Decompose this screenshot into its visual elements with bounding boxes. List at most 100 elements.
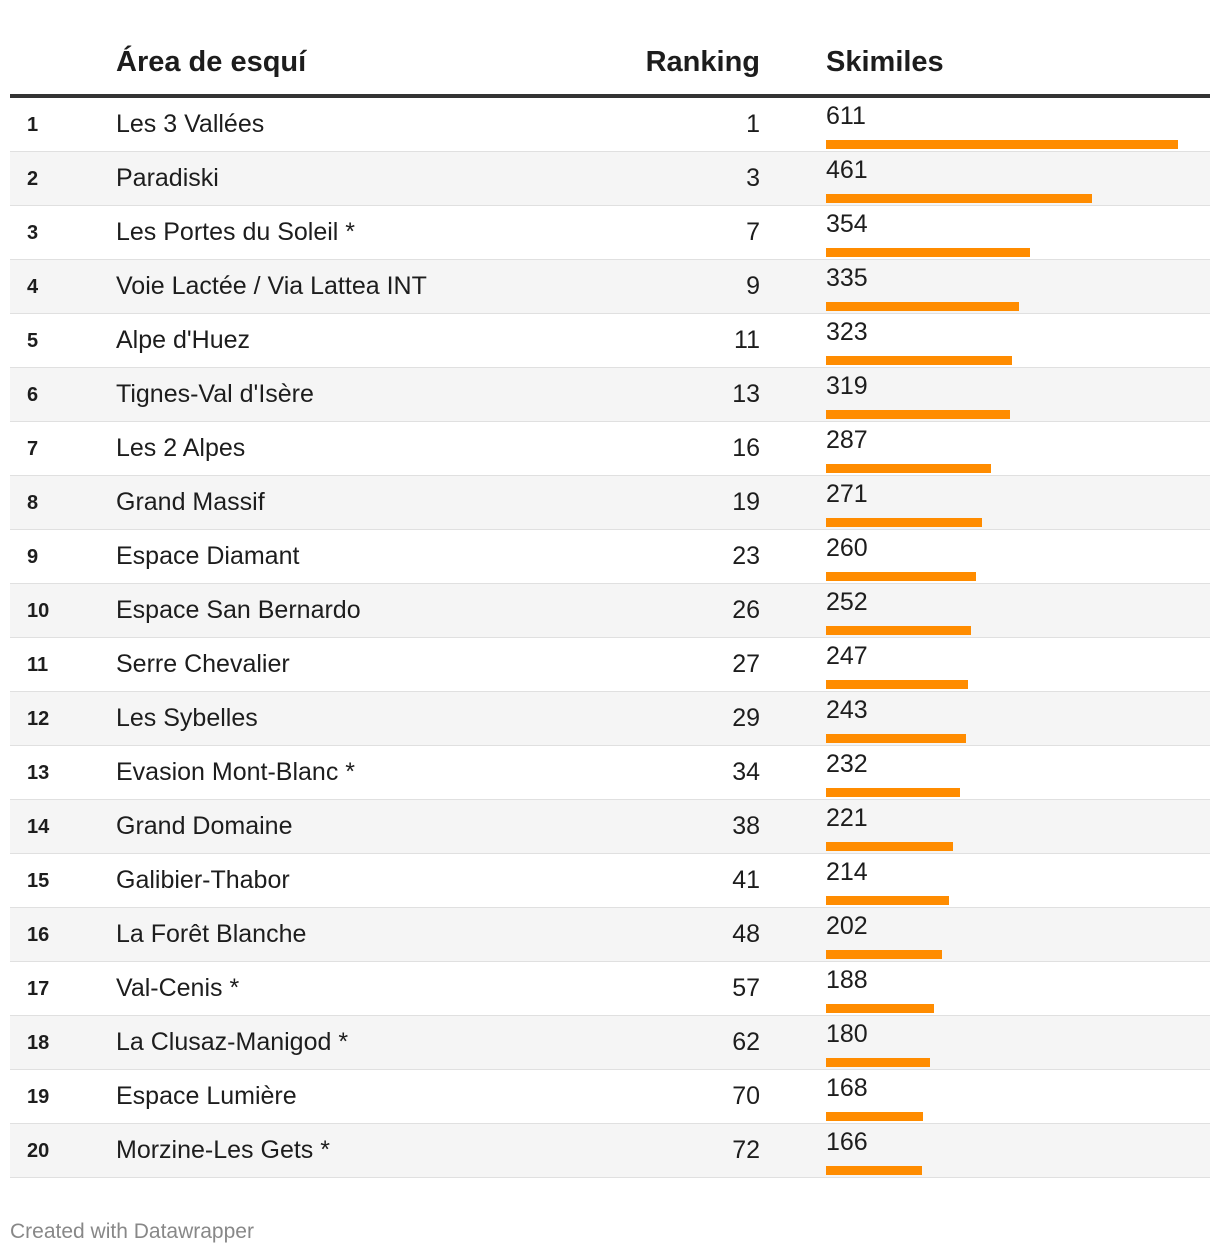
row-index: 5 <box>27 330 39 352</box>
row-skimiles-value: 202 <box>826 912 868 940</box>
skimiles-bar <box>826 248 1030 257</box>
row-area-name: Tignes-Val d'Isère <box>116 380 314 408</box>
row-index: 6 <box>27 384 39 406</box>
header-skimiles[interactable]: Skimiles <box>826 46 944 78</box>
row-ranking: 57 <box>732 974 760 1002</box>
table-row: 13 Evasion Mont-Blanc * 34 232 <box>10 746 1210 800</box>
row-skimiles-value: 287 <box>826 426 868 454</box>
table-row: 15 Galibier-Thabor 41 214 <box>10 854 1210 908</box>
row-index: 18 <box>27 1032 50 1054</box>
row-index: 1 <box>27 114 39 136</box>
row-index: 3 <box>27 222 39 244</box>
table-row: 7 Les 2 Alpes 16 287 <box>10 422 1210 476</box>
skimiles-bar <box>826 194 1092 203</box>
row-area-name: Espace Diamant <box>116 542 300 570</box>
skimiles-bar <box>826 410 1010 419</box>
row-area-name: Val-Cenis * <box>116 974 240 1002</box>
row-skimiles-value: 335 <box>826 264 868 292</box>
header-area[interactable]: Área de esquí <box>116 46 307 78</box>
row-skimiles-value: 221 <box>826 804 868 832</box>
table-row: 18 La Clusaz-Manigod * 62 180 <box>10 1016 1210 1070</box>
table-row: 20 Morzine-Les Gets * 72 166 <box>10 1124 1210 1178</box>
row-index: 14 <box>27 816 50 838</box>
row-area-name: Galibier-Thabor <box>116 866 290 894</box>
skimiles-bar <box>826 1166 922 1175</box>
skimiles-bar <box>826 464 991 473</box>
row-skimiles-value: 247 <box>826 642 868 670</box>
row-area-name: Les 2 Alpes <box>116 434 246 462</box>
row-index: 12 <box>27 708 50 730</box>
row-skimiles-value: 168 <box>826 1074 868 1102</box>
row-ranking: 62 <box>732 1028 760 1056</box>
row-skimiles-value: 188 <box>826 966 868 994</box>
row-index: 17 <box>27 978 50 1000</box>
table-row: 5 Alpe d'Huez 11 323 <box>10 314 1210 368</box>
row-ranking: 19 <box>732 488 760 516</box>
table-header: Área de esquí Ranking Skimiles <box>10 36 1210 98</box>
skimiles-bar <box>826 140 1178 149</box>
skimiles-bar <box>826 680 968 689</box>
row-area-name: Espace Lumière <box>116 1082 297 1110</box>
skimiles-bar <box>826 518 982 527</box>
row-area-name: Serre Chevalier <box>116 650 290 678</box>
row-ranking: 3 <box>746 164 760 192</box>
row-skimiles-value: 243 <box>826 696 868 724</box>
row-skimiles-value: 461 <box>826 156 868 184</box>
table-row: 3 Les Portes du Soleil * 7 354 <box>10 206 1210 260</box>
skimiles-bar <box>826 734 966 743</box>
row-index: 11 <box>27 654 49 676</box>
row-area-name: Les Portes du Soleil * <box>116 218 356 246</box>
row-skimiles-value: 214 <box>826 858 868 886</box>
footer-credit: Created with Datawrapper <box>10 1220 254 1243</box>
row-ranking: 9 <box>746 272 760 300</box>
table-row: 6 Tignes-Val d'Isère 13 319 <box>10 368 1210 422</box>
row-index: 19 <box>27 1086 50 1108</box>
table-row: 10 Espace San Bernardo 26 252 <box>10 584 1210 638</box>
row-ranking: 38 <box>732 812 760 840</box>
row-skimiles-value: 252 <box>826 588 868 616</box>
row-skimiles-value: 180 <box>826 1020 868 1048</box>
row-area-name: La Clusaz-Manigod * <box>116 1028 349 1056</box>
skimiles-bar <box>826 302 1019 311</box>
table-row: 8 Grand Massif 19 271 <box>10 476 1210 530</box>
skimiles-bar <box>826 842 953 851</box>
row-index: 2 <box>27 168 39 190</box>
row-ranking: 29 <box>732 704 760 732</box>
table-row: 12 Les Sybelles 29 243 <box>10 692 1210 746</box>
row-area-name: Evasion Mont-Blanc * <box>116 758 356 786</box>
table-row: 14 Grand Domaine 38 221 <box>10 800 1210 854</box>
row-ranking: 48 <box>732 920 760 948</box>
row-index: 10 <box>27 600 50 622</box>
skimiles-bar <box>826 572 976 581</box>
row-skimiles-value: 271 <box>826 480 868 508</box>
row-index: 16 <box>27 924 50 946</box>
table-body: 1 Les 3 Vallées 1 611 2 Paradiski 3 461 3 Les Por… <box>10 98 1210 1178</box>
header-ranking[interactable]: Ranking <box>645 46 760 78</box>
row-ranking: 11 <box>734 326 760 354</box>
table-row: 11 Serre Chevalier 27 247 <box>10 638 1210 692</box>
row-area-name: Paradiski <box>116 164 219 192</box>
row-area-name: Voie Lactée / Via Lattea INT <box>116 272 427 300</box>
table-row: 4 Voie Lactée / Via Lattea INT 9 335 <box>10 260 1210 314</box>
row-index: 7 <box>27 438 39 460</box>
row-index: 15 <box>27 870 50 892</box>
row-index: 13 <box>27 762 50 784</box>
row-area-name: Les Sybelles <box>116 704 258 732</box>
row-area-name: La Forêt Blanche <box>116 920 307 948</box>
row-skimiles-value: 232 <box>826 750 868 778</box>
skimiles-bar <box>826 1112 923 1121</box>
row-ranking: 41 <box>732 866 760 894</box>
row-skimiles-value: 611 <box>826 102 866 130</box>
row-ranking: 34 <box>732 758 760 786</box>
row-area-name: Espace San Bernardo <box>116 596 361 624</box>
row-area-name: Les 3 Vallées <box>116 110 265 138</box>
row-ranking: 26 <box>732 596 760 624</box>
row-ranking: 7 <box>746 218 760 246</box>
table-row: 19 Espace Lumière 70 168 <box>10 1070 1210 1124</box>
row-ranking: 23 <box>732 542 760 570</box>
row-skimiles-value: 323 <box>826 318 868 346</box>
row-index: 8 <box>27 492 39 514</box>
skimiles-bar <box>826 896 949 905</box>
row-skimiles-value: 260 <box>826 534 868 562</box>
row-ranking: 16 <box>732 434 760 462</box>
